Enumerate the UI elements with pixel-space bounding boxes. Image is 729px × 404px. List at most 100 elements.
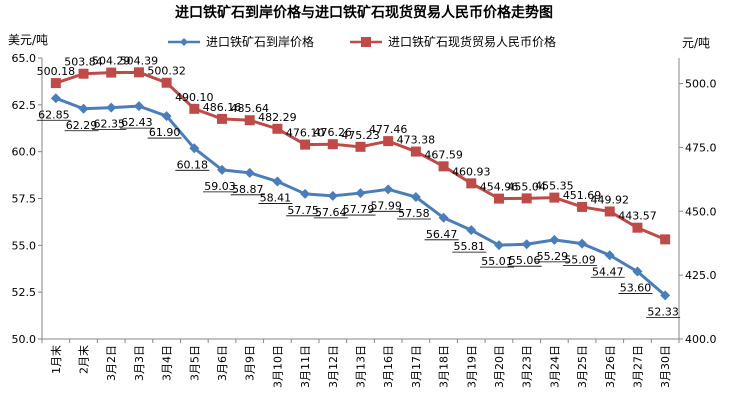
- x-tick-label: 3月23日: [521, 345, 534, 388]
- data-label: 467.59: [424, 148, 463, 161]
- data-label: 503.84: [64, 56, 103, 69]
- x-tick-label: 1月末: [49, 345, 63, 374]
- data-label: 55.06: [509, 254, 541, 267]
- data-label: 62.85: [38, 108, 70, 121]
- data-label: 473.38: [397, 134, 436, 147]
- data-point: [217, 113, 228, 124]
- data-label: 62.35: [93, 118, 125, 131]
- x-tick-label: 3月12日: [327, 345, 340, 388]
- data-point: [327, 190, 338, 201]
- x-tick-label: 3月11日: [299, 345, 312, 388]
- data-point: [244, 167, 255, 178]
- data-label: 504.39: [120, 54, 159, 67]
- axes: 50.0 52.5 55.0 57.5 60.0 62.5 65.0 400.0 425.0 45…: [12, 52, 717, 388]
- data-label: 62.29: [66, 119, 98, 132]
- data-label: 57.79: [343, 203, 375, 216]
- data-label: 482.29: [258, 111, 297, 124]
- left-tick-label: 50.0: [12, 333, 37, 346]
- data-label: 56.47: [426, 228, 458, 241]
- data-point: [549, 192, 560, 203]
- data-point: [438, 161, 449, 172]
- data-point: [244, 115, 255, 126]
- data-point: [161, 111, 172, 122]
- x-tick-label: 3月16日: [382, 345, 395, 388]
- data-point: [604, 206, 615, 217]
- x-tick-label: 3月27日: [631, 345, 644, 388]
- data-label: 455.04: [507, 180, 546, 193]
- x-tick-label: 3月13日: [355, 345, 368, 388]
- data-point: [133, 101, 144, 112]
- data-point: [466, 225, 477, 236]
- right-tick-label: 500.0: [685, 78, 717, 91]
- data-point: [78, 68, 89, 79]
- data-point: [327, 139, 338, 150]
- data-label: 61.90: [149, 126, 181, 139]
- data-point: [383, 184, 394, 195]
- data-label: 54.47: [592, 265, 624, 278]
- data-label: 455.35: [535, 180, 574, 193]
- data-label: 62.43: [121, 116, 153, 129]
- legend-label: 进口铁矿石到岸价格: [206, 34, 314, 49]
- data-point: [106, 67, 117, 78]
- left-tick-label: 57.5: [12, 193, 37, 206]
- left-axis-unit: 美元/吨: [8, 33, 48, 47]
- legend-item: 进口铁矿石现货贸易人民币价格: [350, 34, 556, 49]
- data-label: 57.99: [370, 199, 402, 212]
- data-point: [272, 123, 283, 134]
- data-label: 60.18: [177, 158, 209, 171]
- data-point: [410, 192, 421, 203]
- x-tick-label: 3月24日: [548, 345, 561, 388]
- data-label: 500.18: [37, 65, 76, 78]
- data-point: [438, 212, 449, 223]
- data-label: 460.93: [452, 165, 491, 178]
- data-point: [383, 136, 394, 147]
- data-point: [493, 193, 504, 204]
- x-tick-label: 3月5日: [188, 345, 201, 381]
- data-point: [106, 102, 117, 113]
- data-point: [50, 93, 61, 104]
- data-label: 476.10: [286, 127, 325, 140]
- data-label: 58.41: [260, 191, 292, 204]
- data-label: 57.58: [398, 207, 430, 220]
- x-tick-label: 3月18日: [438, 345, 451, 388]
- x-tick-label: 3月30日: [659, 345, 672, 388]
- data-point: [466, 178, 477, 189]
- x-tick-label: 3月2日: [105, 345, 118, 381]
- data-point: [355, 141, 366, 152]
- x-tick-label: 3月10日: [271, 345, 284, 388]
- data-label: 490.10: [175, 91, 214, 104]
- x-tick-label: 3月4日: [161, 345, 174, 381]
- left-tick-label: 55.0: [12, 239, 37, 252]
- data-point: [300, 188, 311, 199]
- data-point: [604, 250, 615, 261]
- data-point: [78, 103, 89, 114]
- left-tick-label: 52.5: [12, 286, 37, 299]
- right-tick-label: 400.0: [685, 333, 717, 346]
- data-label: 53.60: [620, 282, 652, 295]
- legend-marker: [180, 38, 188, 46]
- x-tick-label: 3月3日: [133, 345, 146, 381]
- data-label: 59.03: [204, 180, 236, 193]
- data-label: 52.33: [647, 305, 679, 318]
- x-tick-label: 3月19日: [465, 345, 478, 388]
- data-point: [632, 222, 643, 233]
- data-point: [50, 78, 61, 89]
- data-label: 449.92: [591, 193, 630, 206]
- data-point: [300, 139, 311, 150]
- data-label: 57.64: [315, 206, 347, 219]
- data-label: 500.32: [147, 65, 186, 78]
- data-label: 58.87: [232, 183, 264, 196]
- left-tick-label: 60.0: [12, 146, 37, 159]
- data-point: [521, 193, 532, 204]
- data-point: [660, 234, 671, 245]
- data-label: 477.46: [369, 123, 408, 136]
- data-label: 475.23: [341, 129, 380, 142]
- right-tick-label: 425.0: [685, 269, 717, 282]
- right-tick-label: 450.0: [685, 205, 717, 218]
- data-label: 55.09: [564, 254, 596, 267]
- x-tick-label: 3月25日: [576, 345, 589, 388]
